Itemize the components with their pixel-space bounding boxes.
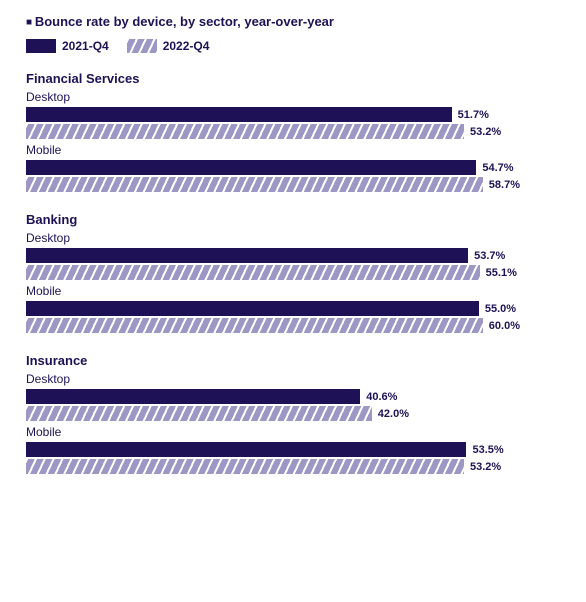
bar-value-label: 42.0% (378, 408, 409, 420)
chart-title: Bounce rate by device, by sector, year-o… (26, 14, 566, 29)
bar (26, 124, 464, 139)
device-label: Mobile (26, 425, 566, 439)
bar-row: 55.0% (26, 301, 520, 316)
bar-row: 42.0% (26, 406, 520, 421)
bar (26, 406, 372, 421)
bar (26, 459, 464, 474)
bar-value-label: 55.1% (486, 267, 517, 279)
device-label: Desktop (26, 372, 566, 386)
bar-area: 40.6% 42.0% (26, 389, 520, 421)
bar-value-label: 55.0% (485, 303, 516, 315)
bar-area: 54.7% 58.7% (26, 160, 520, 192)
bar (26, 389, 360, 404)
bar-area: 55.0% 60.0% (26, 301, 520, 333)
legend-swatch-hatch (127, 39, 157, 53)
bar-value-label: 53.7% (474, 250, 505, 262)
sector-block: InsuranceDesktop40.6%42.0%Mobile53.5%53.… (26, 353, 566, 474)
bar (26, 248, 468, 263)
legend-swatch-solid (26, 39, 56, 53)
bar (26, 107, 452, 122)
sector-title: Financial Services (26, 71, 566, 86)
device-label: Desktop (26, 90, 566, 104)
bar-value-label: 51.7% (458, 109, 489, 121)
bar-area: 53.7% 55.1% (26, 248, 520, 280)
bar-row: 53.5% (26, 442, 520, 457)
device-label: Mobile (26, 284, 566, 298)
bar-value-label: 58.7% (489, 179, 520, 191)
bar-row: 51.7% (26, 107, 520, 122)
bar-row: 60.0% (26, 318, 520, 333)
bar (26, 442, 466, 457)
bar (26, 160, 476, 175)
bar-value-label: 54.7% (482, 162, 513, 174)
bar (26, 318, 483, 333)
bar (26, 301, 479, 316)
sector-block: Banking Desktop 53.7% 55.1% Mobile 55.0% 60.0% (26, 212, 566, 333)
device-label: Desktop (26, 231, 566, 245)
legend-item-2022: 2022-Q4 (127, 39, 210, 53)
legend: 2021-Q4 2022-Q4 (26, 39, 566, 53)
bar-row: 54.7% (26, 160, 520, 175)
bar-value-label: 53.2% (470, 461, 501, 473)
bar (26, 177, 483, 192)
legend-label: 2022-Q4 (163, 39, 210, 53)
sectors-container: Financial Services Desktop 51.7% 53.2% Mobil… (26, 71, 566, 474)
bar (26, 265, 480, 280)
bar-value-label: 60.0% (489, 320, 520, 332)
bar-area: 51.7% 53.2% (26, 107, 520, 139)
bar-value-label: 40.6% (366, 391, 397, 403)
bar-row: 58.7% (26, 177, 520, 192)
bar-row: 55.1% (26, 265, 520, 280)
bar-row: 53.2% (26, 459, 520, 474)
bar-value-label: 53.2% (470, 126, 501, 138)
bar-area: 53.5% 53.2% (26, 442, 520, 474)
bar-row: 53.7% (26, 248, 520, 263)
bar-row: 53.2% (26, 124, 520, 139)
bar-value-label: 53.5% (472, 444, 503, 456)
sector-block: Financial Services Desktop 51.7% 53.2% Mobil… (26, 71, 566, 192)
legend-item-2021: 2021-Q4 (26, 39, 109, 53)
sector-title: Insurance (26, 353, 566, 368)
bar-row: 40.6% (26, 389, 520, 404)
legend-label: 2021-Q4 (62, 39, 109, 53)
sector-title: Banking (26, 212, 566, 227)
device-label: Mobile (26, 143, 566, 157)
